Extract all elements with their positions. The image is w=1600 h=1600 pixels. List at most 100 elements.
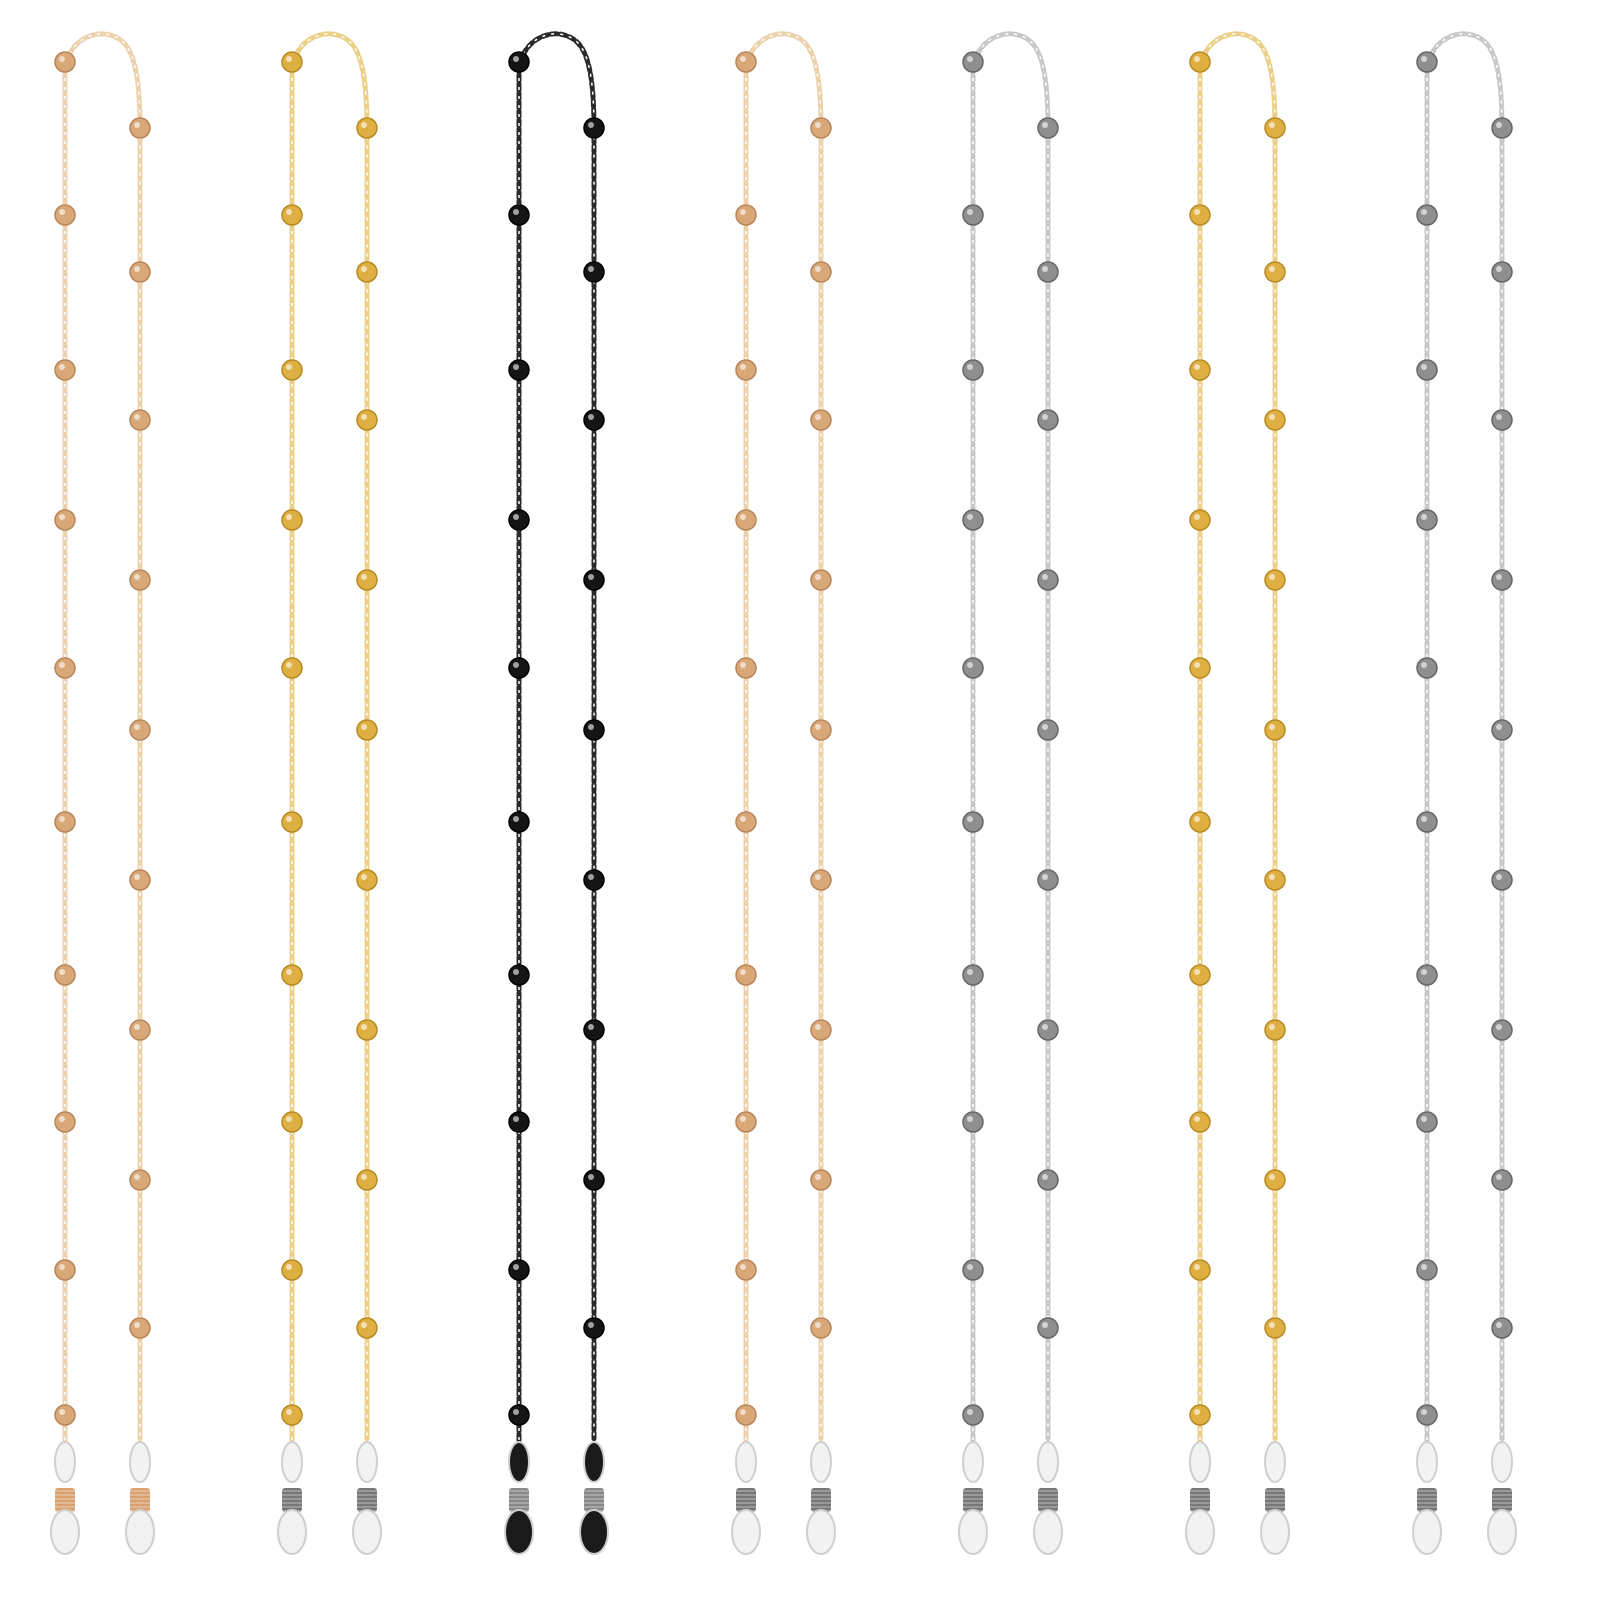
rubber-top-loop [583,1441,605,1483]
bead-highlight [740,1116,746,1122]
bead-highlight [513,969,519,975]
bead-highlight [361,414,367,420]
bead-highlight [513,1409,519,1415]
bead [583,1019,605,1041]
bead [810,719,832,741]
rubber-top-loop [54,1441,76,1483]
bead-highlight [361,1174,367,1180]
bead [54,51,76,73]
bead-highlight [286,514,292,520]
eyeglass-chain [277,31,382,1555]
bead-highlight [815,266,821,272]
bead [1416,509,1438,531]
bead [583,1317,605,1339]
bead [735,204,757,226]
rubber-top-loop [810,1441,832,1483]
spring [1038,1488,1058,1512]
bead-highlight [588,1024,594,1030]
bead-highlight [740,56,746,62]
bead [962,204,984,226]
bead [1189,509,1211,531]
rubber-bottom-loop [1487,1509,1517,1555]
bead-highlight [1269,724,1275,730]
bead-highlight [1194,56,1200,62]
bead-highlight [134,414,140,420]
bead [54,657,76,679]
bead-highlight [815,1024,821,1030]
rubber-top-loop [1491,1441,1513,1483]
rubber-top-loop [1037,1441,1059,1483]
bead-highlight [286,209,292,215]
bead-highlight [134,122,140,128]
bead-highlight [1194,364,1200,370]
bead [1189,1404,1211,1426]
bead [54,1111,76,1133]
bead [962,964,984,986]
bead [129,1317,151,1339]
bead-highlight [967,662,973,668]
bead-highlight [361,122,367,128]
bead [1264,569,1286,591]
bead [962,1404,984,1426]
spring [811,1488,831,1512]
bead-highlight [513,56,519,62]
bead [129,261,151,283]
bead-highlight [1496,1024,1502,1030]
bead-highlight [1421,209,1427,215]
bead-highlight [513,364,519,370]
bead [508,509,530,531]
bead [583,117,605,139]
bead-highlight [361,574,367,580]
bead [281,204,303,226]
bead-highlight [967,969,973,975]
bead [356,1317,378,1339]
bead-highlight [588,724,594,730]
bead [508,1111,530,1133]
bead-highlight [134,1024,140,1030]
bead [735,1259,757,1281]
rubber-bottom-loop [1412,1509,1442,1555]
bead [1491,1019,1513,1041]
bead-highlight [59,514,65,520]
bead [1416,811,1438,833]
bead-highlight [1269,1322,1275,1328]
bead-highlight [1042,266,1048,272]
rubber-top-loop [1189,1441,1211,1483]
rubber-bottom-loop [1033,1509,1063,1555]
bead [1416,359,1438,381]
bead-highlight [1496,122,1502,128]
bead-highlight [513,1116,519,1122]
rubber-top-loop [356,1441,378,1483]
bead-highlight [134,1322,140,1328]
bead [1416,51,1438,73]
bead [962,1111,984,1133]
bead [1189,359,1211,381]
bead [810,409,832,431]
rubber-bottom-loop [504,1509,534,1555]
bead-highlight [815,122,821,128]
bead-highlight [967,1264,973,1270]
bead [281,359,303,381]
bead-highlight [286,1264,292,1270]
bead-highlight [1194,1409,1200,1415]
bead [1189,657,1211,679]
bead-highlight [1269,266,1275,272]
bead [356,869,378,891]
bead-highlight [1042,724,1048,730]
bead-highlight [1042,414,1048,420]
rubber-top-loop [129,1441,151,1483]
bead [1037,261,1059,283]
bead [1189,1111,1211,1133]
bead [54,1259,76,1281]
bead-highlight [286,1116,292,1122]
bead [1416,1111,1438,1133]
bead [129,117,151,139]
bead [735,1111,757,1133]
spring [357,1488,377,1512]
bead-highlight [1269,122,1275,128]
eyeglass-chain [958,31,1063,1555]
bead [1416,657,1438,679]
bead [54,811,76,833]
bead [281,657,303,679]
